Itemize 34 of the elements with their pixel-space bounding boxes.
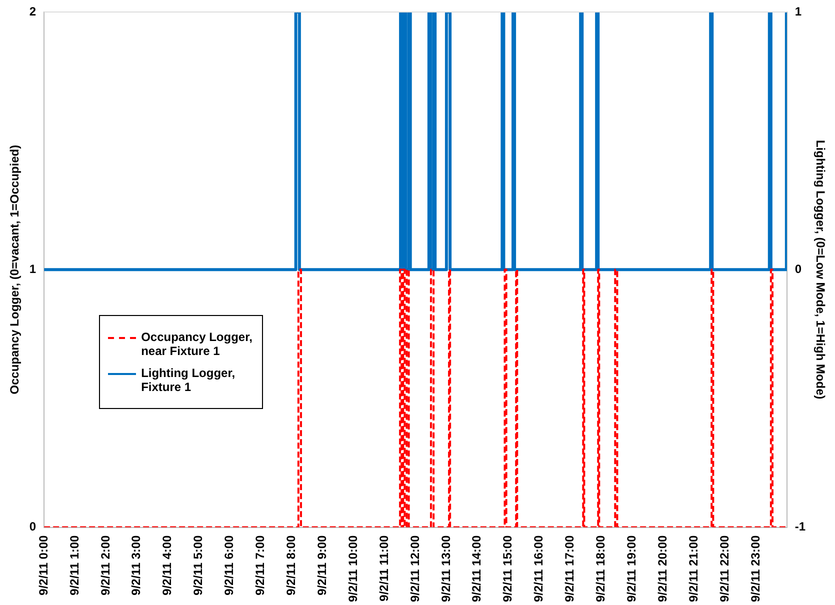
x-tick-label: 9/2/11 5:00 <box>191 534 206 596</box>
x-tick-label: 9/2/11 16:00 <box>532 534 546 602</box>
x-tick-label: 9/2/11 3:00 <box>129 534 144 596</box>
x-tick-label: 9/2/11 9:00 <box>314 534 329 596</box>
y-axis-title: Occupancy Logger, (0=vacant, 1=Occupied) <box>8 144 22 394</box>
x-tick-label: 9/2/11 17:00 <box>562 534 577 602</box>
x-tick-label: 9/2/11 8:00 <box>284 534 298 596</box>
legend-label: Occupancy Logger, near Fixture 1 <box>141 330 254 358</box>
x-tick-label: 9/2/11 7:00 <box>253 534 268 596</box>
x-tick-label: 9/2/11 14:00 <box>470 534 484 602</box>
x-tick-label: 9/2/11 20:00 <box>655 534 670 602</box>
x-tick-label: 9/2/11 23:00 <box>748 534 762 602</box>
x-tick-label: 9/2/11 22:00 <box>717 534 732 602</box>
x-tick-label: 9/2/11 4:00 <box>160 534 174 596</box>
x-tick-label: 9/2/11 19:00 <box>624 534 638 602</box>
legend-label: Lighting Logger, Fixture 1 <box>141 366 236 394</box>
x-tick-label: 9/2/11 6:00 <box>222 534 236 596</box>
x-tick-label: 9/2/11 11:00 <box>376 534 391 602</box>
y-tick-label: 0 <box>29 520 36 534</box>
y2-tick-label: 0 <box>794 262 802 276</box>
x-tick-label: 9/2/11 10:00 <box>346 534 360 602</box>
y2-tick-label: -1 <box>794 520 806 534</box>
y2-axis-title: Lighting Logger, (0=Low Mode, 1=High Mode) <box>813 140 828 400</box>
x-tick-label: 9/2/11 15:00 <box>500 534 515 602</box>
y2-tick-label: 1 <box>794 4 802 18</box>
x-tick-label: 9/2/11 18:00 <box>594 534 608 602</box>
x-tick-label: 9/2/11 0:00 <box>36 534 50 596</box>
x-tick-label: 9/2/11 13:00 <box>438 534 453 602</box>
y-tick-label: 2 <box>29 4 36 18</box>
x-tick-label: 9/2/11 1:00 <box>67 534 82 596</box>
x-tick-label: 9/2/11 21:00 <box>686 534 700 602</box>
y-tick-label: 1 <box>29 262 36 276</box>
x-tick-label: 9/2/11 2:00 <box>98 534 112 596</box>
x-tick-label: 9/2/11 12:00 <box>408 534 422 602</box>
